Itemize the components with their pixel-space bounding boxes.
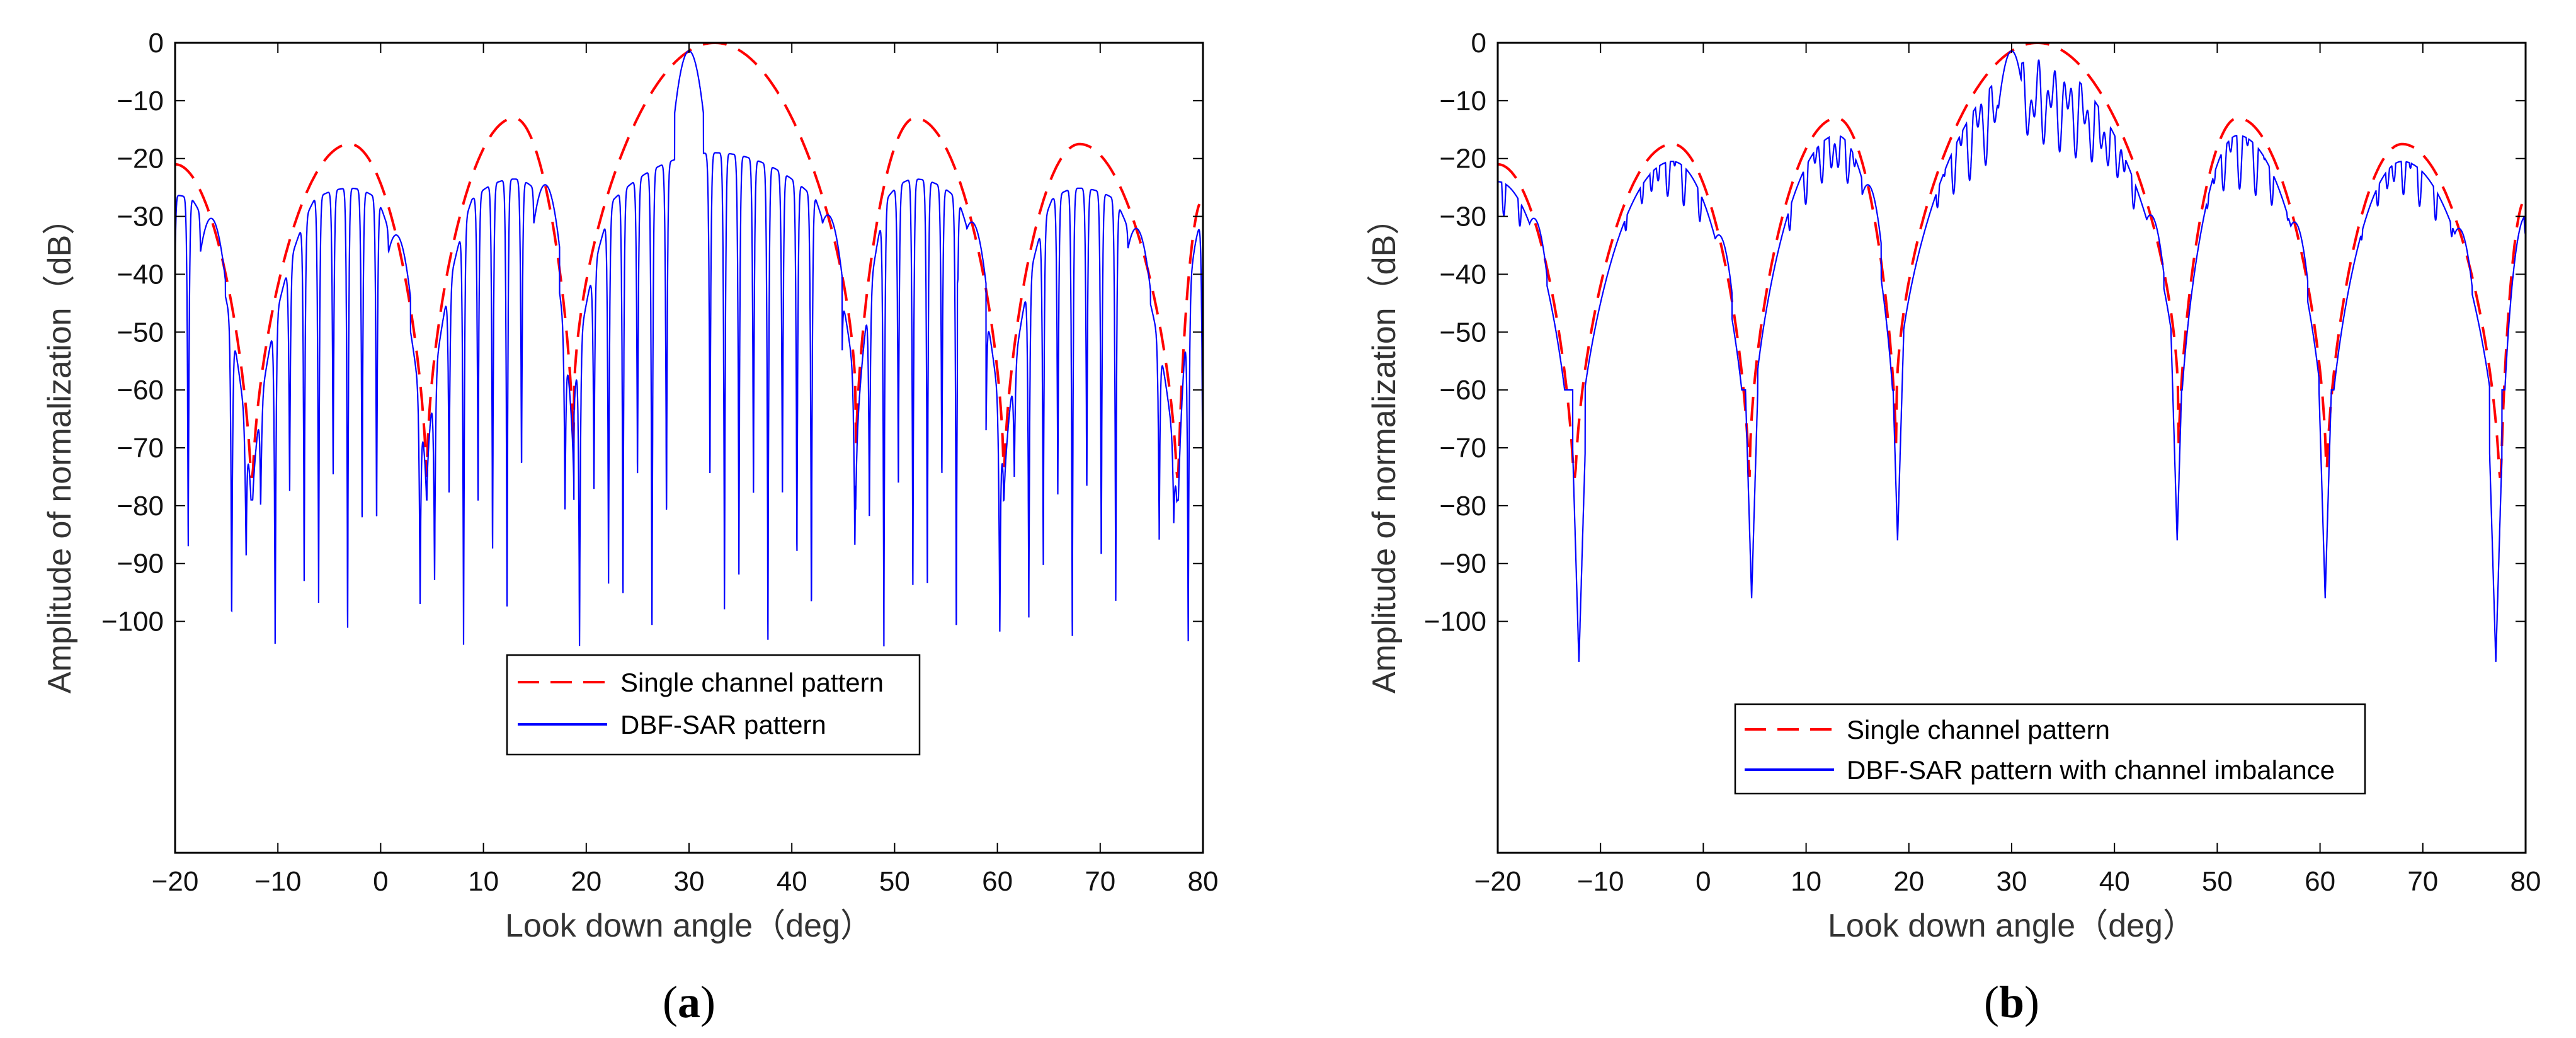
x-tick-label: −10: [1577, 866, 1624, 897]
x-tick-label: 20: [571, 866, 601, 897]
y-tick-label: −40: [117, 259, 164, 290]
x-tick-label: 80: [1188, 866, 1219, 897]
legend: Single channel pattern DBF-SAR pattern: [506, 654, 921, 756]
y-tick-label: 0: [149, 28, 164, 59]
panel-label: (b): [1984, 977, 2039, 1027]
y-tick-label: −100: [1424, 607, 1486, 637]
y-tick-label: −90: [1439, 549, 1486, 579]
y-tick-label: −80: [1439, 491, 1486, 522]
y-tick-label: −20: [1439, 144, 1486, 174]
x-tick-label: 70: [2407, 866, 2438, 897]
legend-label-dbf-imbalance: DBF-SAR pattern with channel imbalance: [1847, 755, 2335, 785]
x-tick-label: 60: [2305, 866, 2335, 897]
y-tick-label: −100: [101, 607, 164, 637]
y-tick-label: −80: [117, 491, 164, 522]
legend-label-single: Single channel pattern: [1847, 715, 2110, 744]
x-tick-label: 40: [777, 866, 807, 897]
legend-box: [506, 654, 921, 756]
x-tick-label: 50: [2202, 866, 2233, 897]
x-tick-label: −20: [152, 866, 199, 897]
y-tick-label: −10: [117, 86, 164, 117]
y-tick-label: −30: [117, 202, 164, 232]
x-tick-label: 70: [1085, 866, 1115, 897]
x-tick-label: 20: [1893, 866, 1924, 897]
y-tick-label: −60: [1439, 375, 1486, 406]
y-axis-label: Amplitude of normalization（dB）: [1366, 202, 1403, 693]
legend-box: [1734, 703, 2366, 795]
x-tick-label: 0: [373, 866, 388, 897]
legend: Single channel pattern DBF-SAR pattern w…: [1734, 703, 2366, 795]
y-tick-label: 0: [1471, 28, 1486, 59]
y-tick-label: −40: [1439, 259, 1486, 290]
y-tick-label: −10: [1439, 86, 1486, 117]
y-tick-label: −30: [1439, 202, 1486, 232]
y-tick-label: −70: [1439, 433, 1486, 464]
x-tick-label: 10: [1791, 866, 1821, 897]
x-tick-label: 80: [2510, 866, 2541, 897]
panel-a: −20 −10 0 10 20 30 40 50 60 70 80 0−10−20−30−40−50…: [42, 28, 1218, 1027]
y-tick-label: −50: [1439, 317, 1486, 348]
x-tick-label: 0: [1695, 866, 1711, 897]
y-tick-label: −50: [117, 317, 164, 348]
x-tick-label: −10: [254, 866, 302, 897]
y-tick-label: −70: [117, 433, 164, 464]
legend-label-single: Single channel pattern: [620, 668, 884, 697]
x-tick-label: 30: [674, 866, 705, 897]
x-tick-label: 30: [1997, 866, 2027, 897]
y-axis-label: Amplitude of normalization（dB）: [42, 202, 78, 693]
x-tick-label: 10: [468, 866, 499, 897]
y-tick-label: −90: [117, 549, 164, 579]
panel-b: −20 −10 0 10 20 30 40 50 60 70 80 0−10−20−30−40−50…: [1366, 28, 2541, 1027]
x-tick-label: 60: [982, 866, 1013, 897]
y-tick-label: −20: [117, 144, 164, 174]
legend-label-dbf: DBF-SAR pattern: [620, 710, 826, 739]
x-axis-label: Look down angle（deg）: [505, 908, 873, 944]
x-tick-label: 50: [879, 866, 910, 897]
x-tick-label: 40: [2099, 866, 2130, 897]
y-tick-label: −60: [117, 375, 164, 406]
panel-label: (a): [663, 977, 715, 1027]
x-tick-label: −20: [1474, 866, 1522, 897]
x-axis-label: Look down angle（deg）: [1828, 908, 2196, 944]
